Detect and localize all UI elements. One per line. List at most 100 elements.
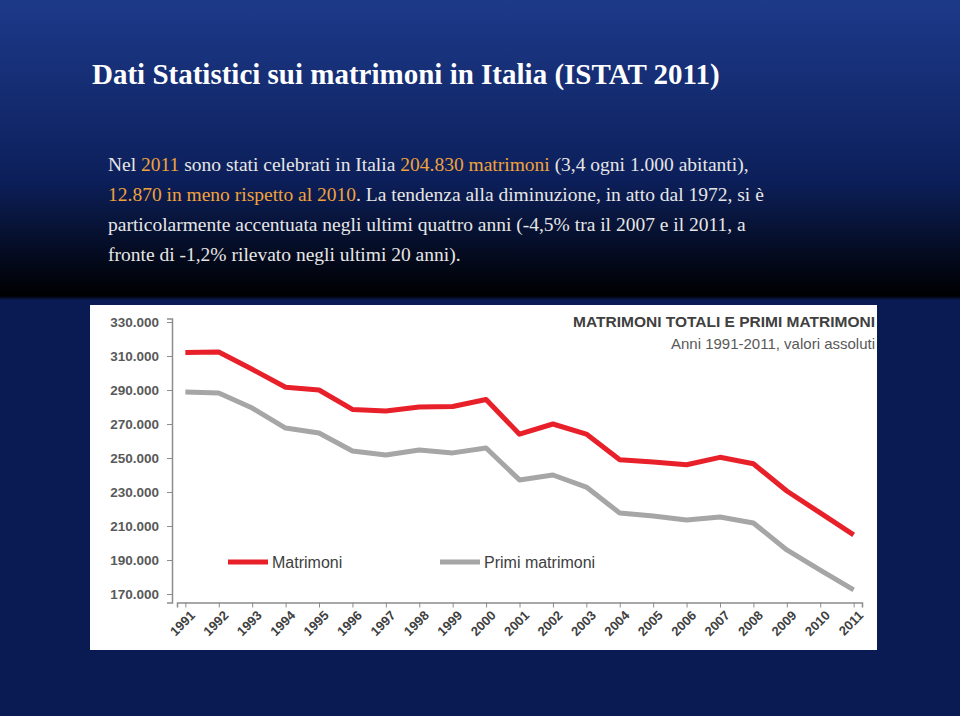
x-tick-label: 1998 [401,608,432,639]
x-tick-mark [486,603,487,608]
legend-label: Matrimoni [272,554,342,571]
legend-swatch [440,560,480,565]
x-tick-mark [820,603,821,608]
x-tick-mark [386,603,387,608]
x-tick-label: 2005 [635,608,666,639]
x-tick-label: 1999 [434,608,465,639]
y-tick-label: 170.000 [110,587,159,602]
x-tick: 2004 [601,603,633,639]
x-tick: 2001 [501,603,532,639]
y-tick-mark [167,458,172,459]
text-run: 12.870 in meno rispetto al 2010 [108,184,356,205]
y-tick-label: 330.000 [110,315,159,330]
x-tick-label: 2009 [768,608,799,639]
x-tick-mark [854,603,855,608]
y-tick-mark [167,560,172,561]
text-run: 204.830 matrimoni [400,154,550,175]
x-tick-label: 2000 [468,608,499,639]
y-tick: 290.000 [110,383,172,398]
y-tick: 170.000 [110,587,172,602]
x-tick: 2008 [735,603,766,639]
y-tick: 330.000 [110,315,172,330]
x-tick-label: 2001 [501,608,532,639]
x-tick: 1999 [434,603,465,639]
y-tick-mark [167,390,172,391]
x-tick: 2000 [468,603,499,639]
y-tick: 210.000 [110,519,172,534]
y-tick-mark [167,492,172,493]
x-tick-mark [286,603,287,608]
y-tick: 250.000 [110,451,172,466]
chart: 170.000 190.000 210.000 230.000 250.000 270.0… [90,305,877,650]
x-tick: 1996 [334,603,365,639]
slide-title: Dati Statistici sui matrimoni in Italia … [92,58,720,91]
x-tick: 2002 [535,603,566,639]
x-tick-label: 2003 [568,608,599,639]
x-axis: 1991199219931994199519961997199819992000… [167,603,866,639]
x-tick-label: 1992 [200,608,231,639]
plot-lines [185,352,853,590]
x-tick-mark [753,603,754,608]
x-tick-label: 2006 [668,608,699,639]
x-tick-mark [553,603,554,608]
paragraph: Nel 2011 sono stati celebrati in Italia … [108,150,764,270]
y-tick-label: 310.000 [110,349,159,364]
y-tick-mark [167,526,172,527]
x-tick: 1995 [301,603,332,639]
x-tick: 1994 [267,603,299,639]
text-run: Nel [108,154,141,175]
x-tick: 2006 [668,603,699,639]
series-line [185,392,853,590]
x-tick: 2005 [635,603,666,639]
paragraph-line: Nel 2011 sono stati celebrati in Italia … [108,150,764,180]
y-tick: 270.000 [110,417,172,432]
x-tick-mark [252,603,253,608]
x-tick-label: 2004 [601,607,633,639]
x-tick-mark [319,603,320,608]
y-tick-label: 210.000 [110,519,159,534]
x-tick: 2010 [802,603,833,639]
x-tick-mark [787,603,788,608]
text-run: sono stati celebrati in Italia [179,154,400,175]
y-tick-mark [167,356,172,357]
x-tick: 1992 [200,603,231,639]
x-tick-label: 2008 [735,608,766,639]
y-tick-label: 290.000 [110,383,159,398]
x-tick: 1998 [401,603,432,639]
x-tick-label: 2011 [836,608,867,639]
text-run: (3,4 ogni 1.000 abitanti), [550,154,749,175]
paragraph-line: particolarmente accentuata negli ultimi … [108,210,764,240]
y-axis-line [167,319,173,603]
x-tick-mark [653,603,654,608]
y-axis: 170.000 190.000 210.000 230.000 250.000 270.0… [110,315,172,603]
text-run: fronte di -1,2% rilevato negli ultimi 20… [108,244,461,265]
chart-background [90,305,877,650]
legend-swatch [228,560,268,565]
x-tick-label: 1991 [167,608,198,639]
text-run: . La tendenza alla diminuzione, in atto … [356,184,764,205]
chart-subtitle: Anni 1991-2011, valori assoluti [671,335,875,352]
paragraph-line: 12.870 in meno rispetto al 2010. La tend… [108,180,764,210]
y-tick-mark [167,322,172,323]
text-run: 2011 [141,154,179,175]
y-tick: 310.000 [110,349,172,364]
x-tick: 1993 [234,603,265,639]
x-axis-line [178,603,863,608]
x-tick-label: 1995 [301,608,332,639]
y-tick-label: 190.000 [110,553,159,568]
series-line [185,352,853,535]
x-tick-mark [185,603,186,608]
x-tick: 2007 [702,603,733,639]
chart-box: 170.000 190.000 210.000 230.000 250.000 270.0… [90,305,877,654]
x-tick-label: 1997 [367,608,398,639]
y-tick: 190.000 [110,553,172,568]
x-tick: 1997 [367,603,398,639]
x-tick-label: 1996 [334,608,365,639]
x-tick-mark [620,603,621,608]
y-tick: 230.000 [110,485,172,500]
y-tick-label: 230.000 [110,485,159,500]
x-tick-mark [720,603,721,608]
x-tick-label: 2002 [535,608,566,639]
x-tick-mark [219,603,220,608]
x-tick-mark [419,603,420,608]
